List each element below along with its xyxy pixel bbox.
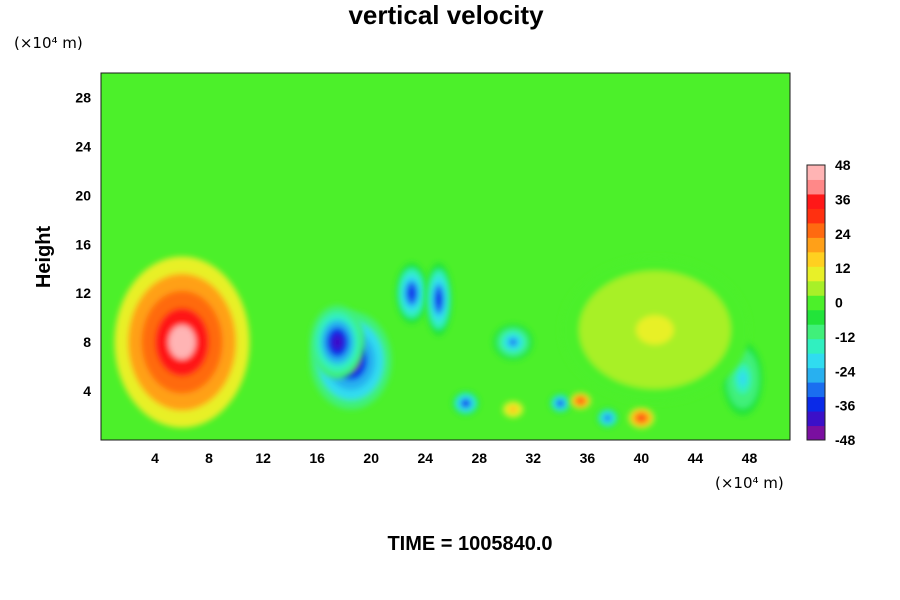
field-contour xyxy=(508,338,518,346)
colorbar-tick-label: -12 xyxy=(835,329,855,345)
colorbar-swatch xyxy=(807,251,825,267)
field-feature xyxy=(425,262,453,337)
plot-area xyxy=(101,73,790,440)
y-tick-label: 8 xyxy=(83,334,91,350)
colorbar-swatch xyxy=(807,280,825,296)
y-axis-ticks: 4 8 12 16 20 24 28 xyxy=(75,89,91,399)
field-contour xyxy=(738,371,747,387)
field-contour xyxy=(558,401,563,406)
chart-title: vertical velocity xyxy=(348,0,544,30)
field-feature xyxy=(569,392,592,410)
field-contour xyxy=(332,334,343,350)
field-contour xyxy=(605,416,610,420)
colorbar-tick-label: -48 xyxy=(835,432,855,448)
field-contour xyxy=(635,315,674,345)
time-footer: TIME = 1005840.0 xyxy=(387,533,552,555)
x-tick-label: 48 xyxy=(742,450,758,466)
field-contour xyxy=(510,407,516,412)
field-feature xyxy=(627,406,655,429)
x-tick-label: 32 xyxy=(526,450,542,466)
field-contour xyxy=(578,399,583,403)
colorbar-swatch xyxy=(807,193,825,209)
y-axis-label: Height xyxy=(33,226,55,289)
x-tick-label: 44 xyxy=(688,450,704,466)
colorbar-swatch xyxy=(807,353,825,369)
x-tick-label: 20 xyxy=(363,450,379,466)
x-tick-label: 4 xyxy=(151,450,159,466)
colorbar-swatch xyxy=(807,179,825,195)
field-feature xyxy=(596,408,619,428)
colorbar-swatch xyxy=(807,237,825,253)
field-contour xyxy=(168,325,196,360)
colorbar-tick-label: 36 xyxy=(835,191,851,207)
field-feature xyxy=(310,305,365,379)
colorbar-swatch xyxy=(807,367,825,383)
colorbar-tick-label: 24 xyxy=(835,226,851,242)
field-contour xyxy=(436,291,442,307)
y-tick-label: 24 xyxy=(75,138,91,154)
colorbar-frame xyxy=(806,164,826,441)
x-tick-label: 28 xyxy=(471,450,487,466)
y-tick-label: 28 xyxy=(75,89,91,105)
colorbar-tick-label: -36 xyxy=(835,398,855,414)
field-feature xyxy=(492,323,534,361)
field-feature xyxy=(395,262,428,324)
y-tick-label: 16 xyxy=(75,236,91,252)
plot-frame xyxy=(100,72,791,441)
x-tick-label: 12 xyxy=(255,450,271,466)
field-contour xyxy=(408,287,415,300)
field-feature xyxy=(452,391,480,416)
colorbar-tick-label: 12 xyxy=(835,260,851,276)
x-axis-ticks: 4 8 12 16 20 24 28 32 36 40 44 48 xyxy=(151,450,757,466)
x-unit-label: (×10⁴ m) xyxy=(715,474,784,492)
x-tick-label: 24 xyxy=(417,450,433,466)
colorbar-swatch xyxy=(807,165,825,180)
colorbar-swatch xyxy=(807,309,825,325)
colorbar-swatch xyxy=(807,208,825,224)
field-feature xyxy=(502,400,524,418)
colorbar-tick-label: 48 xyxy=(835,157,851,173)
x-tick-label: 8 xyxy=(205,450,213,466)
colorbar-swatch xyxy=(807,295,825,311)
field-feature xyxy=(560,256,750,404)
field-feature xyxy=(114,256,250,428)
y-tick-label: 12 xyxy=(75,285,91,301)
y-unit-label: (×10⁴ m) xyxy=(14,34,83,52)
colorbar-swatch xyxy=(807,382,825,398)
y-tick-label: 4 xyxy=(83,383,91,399)
colorbar-swatch xyxy=(807,411,825,427)
colorbar-tick-label: -24 xyxy=(835,363,855,379)
colorbar-swatch xyxy=(807,324,825,340)
colorbar-swatch xyxy=(807,425,825,441)
x-tick-label: 40 xyxy=(634,450,650,466)
colorbar: 48 36 24 12 0 -12 -24 -36 -48 xyxy=(806,157,855,448)
colorbar-swatch xyxy=(807,222,825,238)
field-contour xyxy=(463,400,469,406)
y-tick-label: 20 xyxy=(75,187,91,203)
x-tick-label: 36 xyxy=(580,450,596,466)
field-feature xyxy=(549,393,572,414)
colorbar-swatch xyxy=(807,266,825,282)
x-tick-label: 16 xyxy=(309,450,325,466)
colorbar-swatch xyxy=(807,396,825,412)
field-contour xyxy=(638,415,645,421)
colorbar-swatch xyxy=(807,338,825,354)
colorbar-tick-label: 0 xyxy=(835,295,843,311)
